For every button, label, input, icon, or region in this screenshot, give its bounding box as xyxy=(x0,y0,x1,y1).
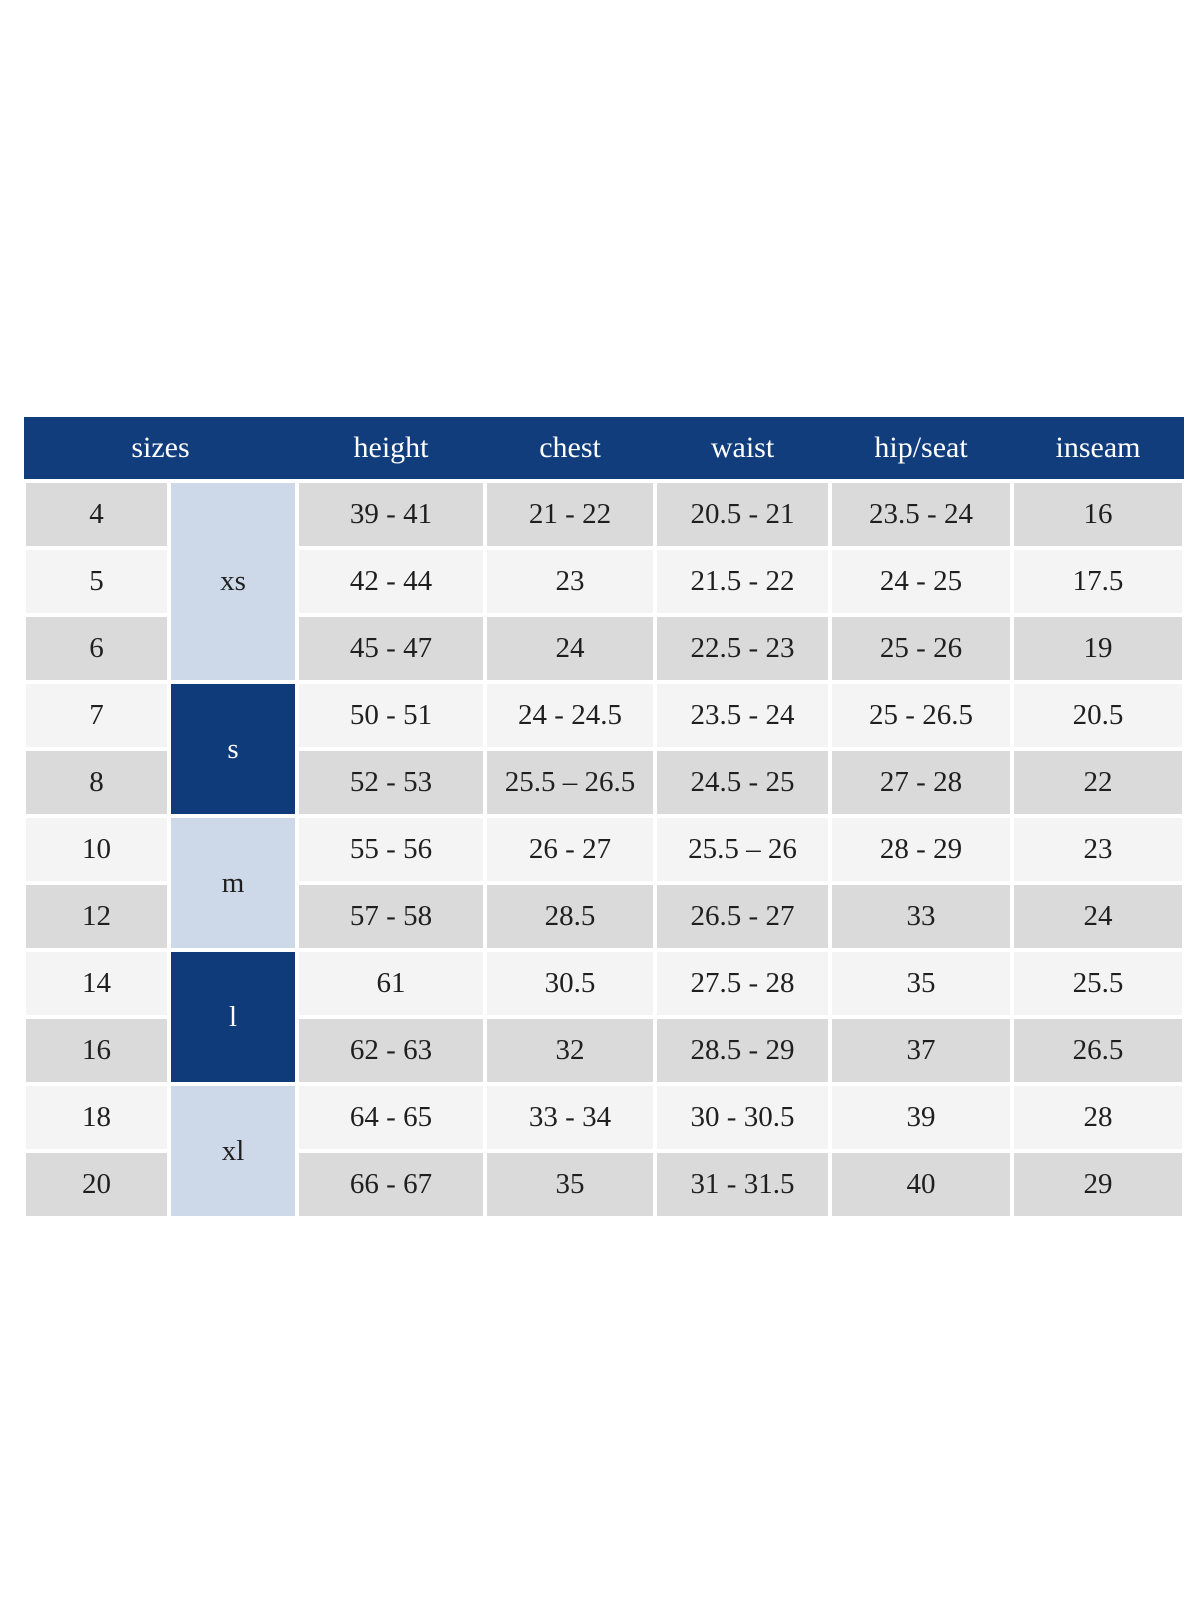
group-cell-m: m xyxy=(166,814,300,952)
height-cell: 64 - 65 xyxy=(295,1082,488,1153)
table-row-size-10: 10 m 55 - 56 26 - 27 25.5 – 26 28 - 29 2… xyxy=(22,814,1187,952)
waist-cell: 31 - 31.5 xyxy=(653,1149,833,1220)
chest-cell: 24 - 24.5 xyxy=(483,680,658,751)
chest-cell: 25.5 – 26.5 xyxy=(483,747,658,818)
hip-seat-cell: 25 - 26.5 xyxy=(828,680,1015,751)
table-row-size-18: 18 xl 64 - 65 33 - 34 30 - 30.5 39 28 xyxy=(22,1082,1187,1220)
inseam-cell: 16 xyxy=(1010,479,1187,550)
table-row-size-8: 8 52 - 53 25.5 – 26.5 24.5 - 25 27 - 28 … xyxy=(22,747,1187,818)
hip-seat-cell: 24 - 25 xyxy=(828,546,1015,617)
group-cell-s: s xyxy=(166,680,300,818)
chest-cell: 28.5 xyxy=(483,881,658,952)
hip-seat-cell: 39 xyxy=(828,1082,1015,1153)
header-cell-sizes: sizes xyxy=(24,417,298,481)
inseam-cell: 24 xyxy=(1010,881,1187,952)
table-row-size-6: 6 45 - 47 24 22.5 - 23 25 - 26 19 xyxy=(22,613,1187,684)
size-cell: 18 xyxy=(22,1082,171,1153)
waist-cell: 27.5 - 28 xyxy=(653,948,833,1019)
height-cell: 57 - 58 xyxy=(295,881,488,952)
table-row-size-4: 4 xs 39 - 41 21 - 22 20.5 - 21 23.5 - 24… xyxy=(22,479,1187,684)
chest-cell: 33 - 34 xyxy=(483,1082,658,1153)
inseam-cell: 17.5 xyxy=(1010,546,1187,617)
inseam-cell: 23 xyxy=(1010,814,1187,885)
size-cell: 14 xyxy=(22,948,171,1019)
chest-cell: 21 - 22 xyxy=(483,479,658,550)
size-cell: 8 xyxy=(22,747,171,818)
size-cell: 16 xyxy=(22,1015,171,1086)
size-cell: 5 xyxy=(22,546,171,617)
inseam-cell: 25.5 xyxy=(1010,948,1187,1019)
chest-cell: 35 xyxy=(483,1149,658,1220)
hip-seat-cell: 33 xyxy=(828,881,1015,952)
header-cell-chest: chest xyxy=(485,417,656,481)
chest-cell: 24 xyxy=(483,613,658,684)
inseam-cell: 29 xyxy=(1010,1149,1187,1220)
hip-seat-cell: 25 - 26 xyxy=(828,613,1015,684)
group-cell-xs: xs xyxy=(166,479,300,684)
size-cell: 7 xyxy=(22,680,171,751)
size-chart-table: sizes height chest waist hip/seat inseam… xyxy=(22,417,1187,1220)
waist-cell: 28.5 - 29 xyxy=(653,1015,833,1086)
header-cell-hip-seat: hip/seat xyxy=(830,417,1013,481)
size-cell: 10 xyxy=(22,814,171,885)
waist-cell: 25.5 – 26 xyxy=(653,814,833,885)
height-cell: 39 - 41 xyxy=(295,479,488,550)
chest-cell: 32 xyxy=(483,1015,658,1086)
table-row-size-16: 16 62 - 63 32 28.5 - 29 37 26.5 xyxy=(22,1015,1187,1086)
height-cell: 50 - 51 xyxy=(295,680,488,751)
height-cell: 62 - 63 xyxy=(295,1015,488,1086)
hip-seat-cell: 40 xyxy=(828,1149,1015,1220)
table-row-size-14: 14 l 61 30.5 27.5 - 28 35 25.5 xyxy=(22,948,1187,1086)
header-cell-waist: waist xyxy=(655,417,831,481)
inseam-cell: 22 xyxy=(1010,747,1187,818)
table-row-size-12: 12 57 - 58 28.5 26.5 - 27 33 24 xyxy=(22,881,1187,952)
height-cell: 52 - 53 xyxy=(295,747,488,818)
height-cell: 66 - 67 xyxy=(295,1149,488,1220)
inseam-cell: 26.5 xyxy=(1010,1015,1187,1086)
chest-cell: 26 - 27 xyxy=(483,814,658,885)
header-row: sizes height chest waist hip/seat inseam xyxy=(24,417,1185,481)
hip-seat-cell: 28 - 29 xyxy=(828,814,1015,885)
inseam-cell: 20.5 xyxy=(1010,680,1187,751)
table-row-size-7: 7 s 50 - 51 24 - 24.5 23.5 - 24 25 - 26.… xyxy=(22,680,1187,818)
table-row-size-20: 20 66 - 67 35 31 - 31.5 40 29 xyxy=(22,1149,1187,1220)
waist-cell: 20.5 - 21 xyxy=(653,479,833,550)
header-cell-inseam: inseam xyxy=(1012,417,1185,481)
height-cell: 61 xyxy=(295,948,488,1019)
chest-cell: 30.5 xyxy=(483,948,658,1019)
waist-cell: 30 - 30.5 xyxy=(653,1082,833,1153)
waist-cell: 21.5 - 22 xyxy=(653,546,833,617)
group-cell-l: l xyxy=(166,948,300,1086)
table-row-size-5: 5 42 - 44 23 21.5 - 22 24 - 25 17.5 xyxy=(22,546,1187,617)
size-cell: 4 xyxy=(22,479,171,550)
inseam-cell: 19 xyxy=(1010,613,1187,684)
hip-seat-cell: 27 - 28 xyxy=(828,747,1015,818)
waist-cell: 22.5 - 23 xyxy=(653,613,833,684)
group-cell-xl: xl xyxy=(166,1082,300,1220)
height-cell: 55 - 56 xyxy=(295,814,488,885)
height-cell: 42 - 44 xyxy=(295,546,488,617)
hip-seat-cell: 23.5 - 24 xyxy=(828,479,1015,550)
size-cell: 6 xyxy=(22,613,171,684)
waist-cell: 26.5 - 27 xyxy=(653,881,833,952)
size-cell: 20 xyxy=(22,1149,171,1220)
waist-cell: 23.5 - 24 xyxy=(653,680,833,751)
hip-seat-cell: 37 xyxy=(828,1015,1015,1086)
chest-cell: 23 xyxy=(483,546,658,617)
size-cell: 12 xyxy=(22,881,171,952)
hip-seat-cell: 35 xyxy=(828,948,1015,1019)
waist-cell: 24.5 - 25 xyxy=(653,747,833,818)
inseam-cell: 28 xyxy=(1010,1082,1187,1153)
height-cell: 45 - 47 xyxy=(295,613,488,684)
header-cell-height: height xyxy=(297,417,486,481)
